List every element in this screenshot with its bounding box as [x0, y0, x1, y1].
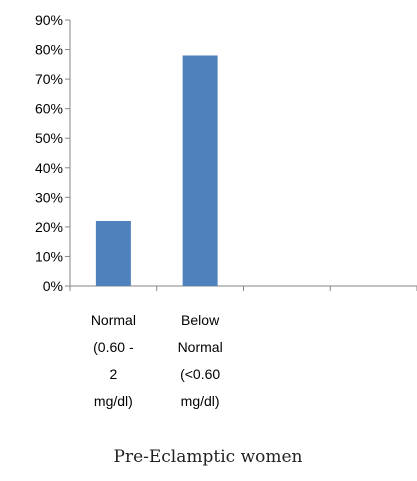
bar	[182, 55, 218, 286]
x-axis-title: Pre-Eclamptic women	[114, 447, 303, 467]
y-tick-label: 20%	[35, 219, 63, 235]
x-category-label-line: (<0.60	[180, 366, 220, 382]
y-tick-label: 80%	[35, 42, 63, 58]
y-tick-label: 70%	[35, 71, 63, 87]
y-tick-label: 30%	[35, 189, 63, 205]
y-tick-label: 10%	[35, 248, 63, 264]
x-category-label: Normal (0.60 - 2 mg/dl)	[91, 312, 136, 409]
y-tick-label: 50%	[35, 130, 63, 146]
x-category-labels: Normal (0.60 - 2 mg/dl) Below Normal (<0.60 mg/…	[91, 312, 223, 409]
x-category-label: Below Normal (<0.60 mg/dl)	[178, 312, 223, 409]
x-category-label-line: Below	[181, 312, 220, 328]
y-tick-label: 40%	[35, 160, 63, 176]
bar	[95, 220, 131, 286]
y-tick-label: 90%	[35, 12, 63, 28]
x-category-label-line: 2	[109, 366, 117, 382]
chart-bars	[95, 55, 218, 286]
x-category-label-line: Normal	[178, 339, 223, 355]
y-tick-labels: 0% 10% 20% 30% 40% 50% 60% 70% 80% 90%	[35, 12, 63, 294]
x-category-label-line: Normal	[91, 312, 136, 328]
x-category-label-line: mg/dl)	[94, 393, 133, 409]
x-category-label-line: (0.60 -	[93, 339, 134, 355]
y-tick-label: 0%	[43, 278, 63, 294]
x-category-label-line: mg/dl)	[181, 393, 220, 409]
y-tick-label: 60%	[35, 101, 63, 117]
